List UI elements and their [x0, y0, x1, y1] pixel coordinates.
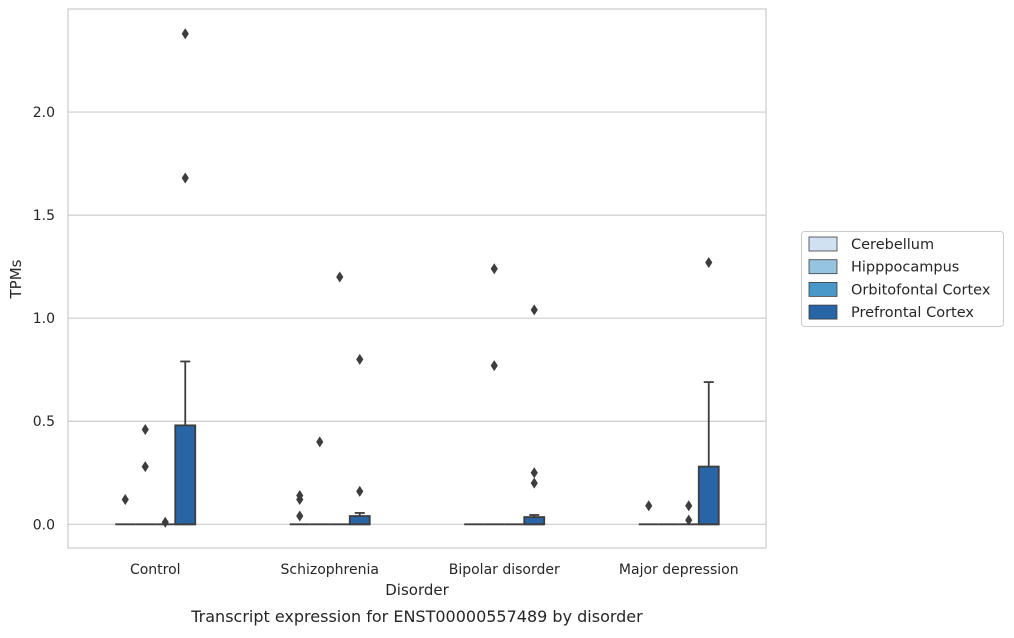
outlier-point	[530, 467, 538, 479]
outlier-point	[356, 353, 364, 365]
outlier-point	[161, 516, 169, 528]
outlier-point	[141, 461, 149, 473]
legend-label: Hipppocampus	[851, 260, 959, 276]
x-tick-label: Bipolar disorder	[449, 562, 560, 578]
y-tick-labels: 0.0 0.5 1.0 1.5 2.0	[33, 105, 55, 533]
legend-frame	[801, 231, 1004, 327]
x-tick-label: Schizophrenia	[281, 562, 379, 578]
outlier-point	[121, 494, 129, 506]
outlier-point	[530, 304, 538, 316]
legend-swatch	[808, 304, 838, 320]
outlier-point	[530, 477, 538, 489]
y-tick-label: 0.0	[33, 517, 55, 533]
outlier-point	[645, 500, 653, 512]
box-prefrontal-cortex	[348, 512, 371, 526]
legend-label: Orbitofontal Cortex	[851, 282, 991, 298]
x-tick-label: Control	[130, 562, 181, 578]
outlier-point	[316, 436, 324, 448]
y-tick-label: 2.0	[33, 105, 55, 121]
grid-lines	[68, 111, 766, 525]
box-prefrontal-cortex	[697, 381, 720, 526]
x-axis-label: Disorder	[385, 581, 449, 599]
outlier-point	[336, 271, 344, 283]
outlier-point	[181, 172, 189, 184]
box-prefrontal-cortex	[174, 360, 197, 526]
legend-swatch	[808, 259, 838, 275]
outlier-point	[296, 489, 304, 501]
plot-frame	[67, 8, 767, 549]
y-axis-label: TPMs	[7, 259, 25, 299]
boxes	[115, 360, 720, 526]
box-body	[697, 465, 720, 526]
outlier-point	[490, 263, 498, 275]
y-tick-label: 1.5	[33, 208, 55, 224]
x-tick-label: Major depression	[619, 562, 739, 578]
chart-caption: Transcript expression for ENST0000055748…	[190, 607, 643, 626]
legend-label: Prefrontal Cortex	[851, 305, 974, 321]
outlier-point	[490, 360, 498, 372]
box-prefrontal-cortex	[523, 514, 546, 526]
legend-swatch	[808, 281, 838, 297]
outlier-point	[296, 510, 304, 522]
outlier-point	[356, 485, 364, 497]
box-body	[348, 515, 371, 526]
outlier-point	[181, 28, 189, 40]
legend-label: Cerebellum	[851, 237, 934, 253]
outlier-point	[705, 257, 713, 269]
legend-swatch	[808, 236, 838, 252]
outliers	[121, 28, 713, 528]
outlier-point	[685, 500, 693, 512]
box-body	[523, 516, 546, 526]
x-tick-labels: Control Schizophrenia Bipolar disorder Majo…	[130, 562, 739, 578]
box-body	[174, 424, 197, 526]
y-tick-label: 0.5	[33, 414, 55, 430]
y-tick-label: 1.0	[33, 311, 55, 327]
outlier-point	[685, 514, 693, 526]
outlier-point	[141, 423, 149, 435]
legend: Cerebellum Hipppocampus Orbitofontal Corte…	[801, 231, 1004, 327]
